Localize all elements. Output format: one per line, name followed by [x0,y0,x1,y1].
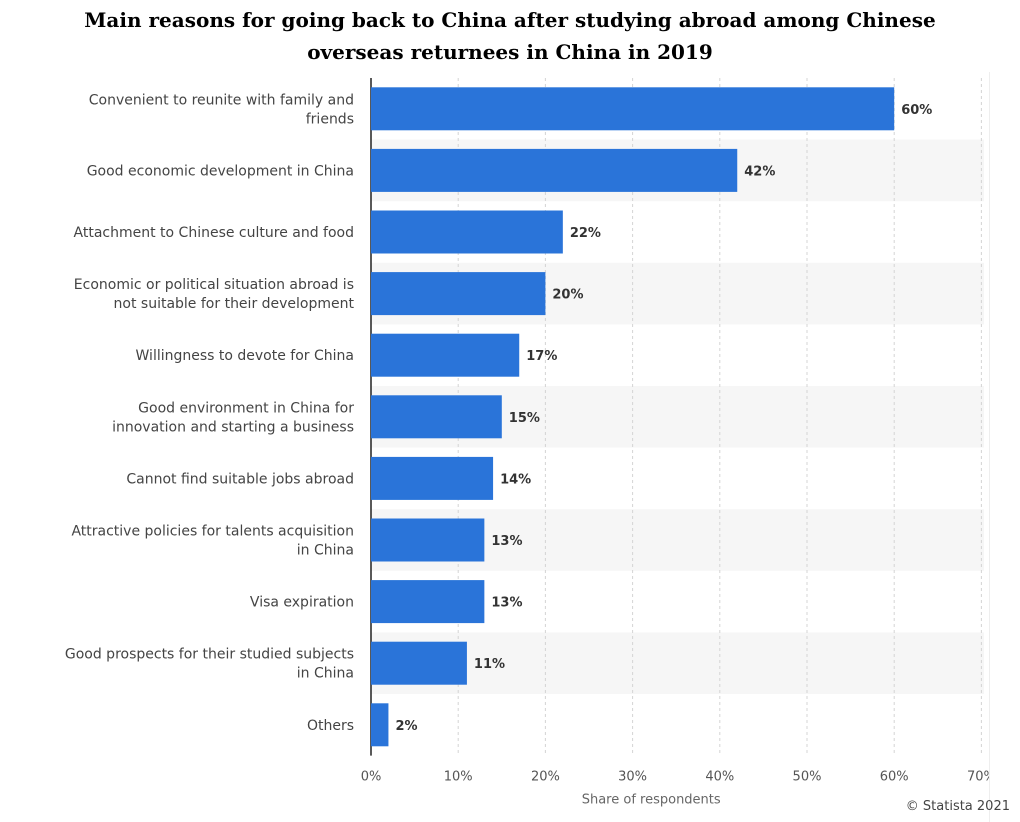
category-label: Others [307,718,354,734]
data-label: 15% [509,411,540,426]
x-tick-label: 70% [967,770,989,785]
category-label: Good prospects for their studied subject… [65,647,354,682]
chart-title-line-2: overseas returnees in China in 2019 [307,40,713,64]
category-label-line: Visa expiration [250,595,354,611]
category-label-line: Cannot find suitable jobs abroad [126,471,354,487]
bar [371,518,485,562]
data-label: 11% [474,657,505,672]
x-tick-label: 60% [880,770,909,785]
x-tick-label: 0% [361,770,382,785]
data-label: 13% [491,596,522,611]
x-tick-label: 30% [618,770,647,785]
bar-chart: 60% Convenient to reunite with family and… [65,78,989,808]
x-tick-label: 40% [705,770,734,785]
x-tick-label: 10% [444,770,473,785]
source-credit: © Statista 2021 [905,799,1010,814]
x-axis-title: Share of respondents [582,793,721,808]
category-label-line: in China [297,543,354,559]
category-label-line: Others [307,718,354,734]
category-label: Willingness to devote for China [136,348,354,364]
category-label-line: Good environment in China for [138,400,354,416]
bar [371,456,494,500]
chart-title-line-1: Main reasons for going back to China aft… [84,8,936,32]
data-label: 13% [491,534,522,549]
bar [371,210,563,254]
x-tick-label: 20% [531,770,560,785]
bar [371,87,895,131]
category-label: Attractive policies for talents acquisit… [71,524,354,559]
category-label-line: innovation and starting a business [112,419,354,435]
category-label: Attachment to Chinese culture and food [74,225,354,241]
category-label: Economic or political situation abroad i… [74,277,355,312]
bar [371,580,485,624]
category-label-line: Economic or political situation abroad i… [74,277,354,293]
chart-title: Main reasons for going back to China aft… [0,4,1020,68]
bar [371,703,389,747]
category-label: Convenient to reunite with family and fri… [89,92,354,127]
bar [371,148,738,192]
category-label: Good economic development in China [87,163,354,179]
row-stripe [371,632,984,694]
category-label-line: Willingness to devote for China [136,348,354,364]
category-label-line: Good economic development in China [87,163,354,179]
data-label: 60% [901,103,932,118]
bar [371,641,467,685]
bar [371,333,520,377]
category-label-line: friends [306,111,354,127]
category-label-line: not suitable for their development [114,296,355,312]
data-label: 22% [570,226,601,241]
data-label: 14% [500,472,531,487]
category-label-line: Good prospects for their studied subject… [65,647,354,663]
category-label: Visa expiration [250,595,354,611]
bar [371,272,546,316]
x-tick-label: 50% [793,770,822,785]
data-label: 20% [552,288,583,303]
data-label: 42% [744,164,775,179]
category-label-line: Convenient to reunite with family and [89,92,354,108]
category-label-line: Attractive policies for talents acquisit… [71,524,354,540]
category-label: Cannot find suitable jobs abroad [126,471,354,487]
category-label-line: Attachment to Chinese culture and food [74,225,354,241]
bar [371,395,502,439]
chart-panel: 60% Convenient to reunite with family and… [4,72,990,822]
data-label: 17% [526,349,557,364]
category-label-line: in China [297,666,354,682]
category-label: Good environment in China for innovation … [112,400,354,435]
data-label: 2% [395,719,417,734]
